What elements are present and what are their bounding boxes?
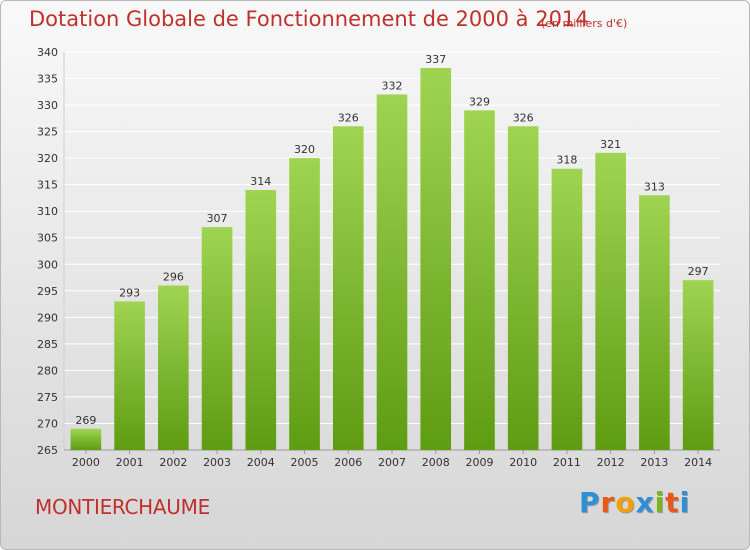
x-tick-label: 2004 <box>247 456 275 469</box>
bar-2002 <box>158 285 189 450</box>
data-label-2008: 337 <box>425 53 446 66</box>
y-tick-label: 320 <box>37 152 58 165</box>
data-label-2009: 329 <box>469 95 490 108</box>
data-label-2007: 332 <box>382 79 403 92</box>
data-label-2004: 314 <box>250 175 271 188</box>
commune-name: MONTIERCHAUME <box>35 495 210 519</box>
data-label-2001: 293 <box>119 286 140 299</box>
bar-2005 <box>289 158 320 450</box>
x-tick-label: 2003 <box>203 456 231 469</box>
y-tick-label: 270 <box>37 417 58 430</box>
axes: 265 270 275 280 285 290 295 300 305 310 315 320 325 3… <box>37 46 720 469</box>
y-tick-label: 310 <box>37 205 58 218</box>
y-tick-label: 280 <box>37 364 58 377</box>
x-tick-label: 2012 <box>597 456 625 469</box>
y-tick-label: 335 <box>37 73 58 86</box>
bar-2006 <box>332 126 364 450</box>
y-tick-label: 285 <box>37 338 58 351</box>
logo-letter: i <box>679 486 691 519</box>
data-label-2010: 326 <box>513 111 534 124</box>
bar-2003 <box>201 227 233 450</box>
bars <box>70 67 714 451</box>
y-tick-label: 325 <box>37 126 58 139</box>
y-tick-label: 265 <box>37 444 58 457</box>
y-tick-label: 315 <box>37 179 58 192</box>
proxiti-logo: Proxiti <box>579 486 690 519</box>
logo-letter: x <box>635 486 655 519</box>
x-tick-label: 2011 <box>553 456 581 469</box>
unit-label: (en milliers d'€) <box>541 17 628 30</box>
x-tick-label: 2008 <box>422 456 450 469</box>
x-tick-label: 2014 <box>684 456 712 469</box>
data-label-2002: 296 <box>163 270 184 283</box>
bar-2013 <box>639 195 670 450</box>
data-label-2005: 320 <box>294 143 315 156</box>
data-label-2000: 269 <box>75 414 96 427</box>
logo-letter: i <box>654 486 666 519</box>
bar-2014 <box>682 280 714 450</box>
bar-2012 <box>595 152 626 450</box>
x-tick-label: 2000 <box>72 456 100 469</box>
x-tick-label: 2010 <box>509 456 537 469</box>
data-label-2012: 321 <box>600 138 621 151</box>
bar-2007 <box>376 94 408 450</box>
x-tick-label: 2006 <box>334 456 362 469</box>
y-tick-label: 340 <box>37 46 58 59</box>
y-tick-label: 275 <box>37 391 58 404</box>
bar-2004 <box>245 189 277 450</box>
data-label-2003: 307 <box>207 212 228 225</box>
x-tick-label: 2002 <box>159 456 187 469</box>
data-labels: 269 293 296 307 314 320 326 332 337 329 326 318 321 3… <box>75 53 708 427</box>
logo-letter: r <box>600 486 616 519</box>
bar-2001 <box>114 301 145 450</box>
logo-letter: o <box>615 486 636 519</box>
x-tick-label: 2013 <box>640 456 668 469</box>
bar-2010 <box>507 126 539 450</box>
x-tick-label: 2001 <box>116 456 144 469</box>
y-tick-label: 290 <box>37 311 58 324</box>
y-tick-label: 330 <box>37 99 58 112</box>
bar-2008 <box>420 67 452 451</box>
data-label-2014: 297 <box>688 265 709 278</box>
bar-2009 <box>464 110 495 450</box>
x-tick-label: 2009 <box>465 456 493 469</box>
y-tick-label: 300 <box>37 258 58 271</box>
x-tick-label: 2005 <box>291 456 319 469</box>
data-label-2011: 318 <box>556 154 577 167</box>
bar-2000 <box>70 428 102 450</box>
y-tick-label: 305 <box>37 232 58 245</box>
data-label-2006: 326 <box>338 111 359 124</box>
chart-title: Dotation Globale de Fonctionnement de 20… <box>29 7 589 31</box>
bar-2011 <box>551 168 583 450</box>
data-label-2013: 313 <box>644 180 665 193</box>
logo-letter: P <box>579 486 601 519</box>
y-tick-label: 295 <box>37 285 58 298</box>
x-tick-label: 2007 <box>378 456 406 469</box>
logo-letter: t <box>665 486 680 519</box>
